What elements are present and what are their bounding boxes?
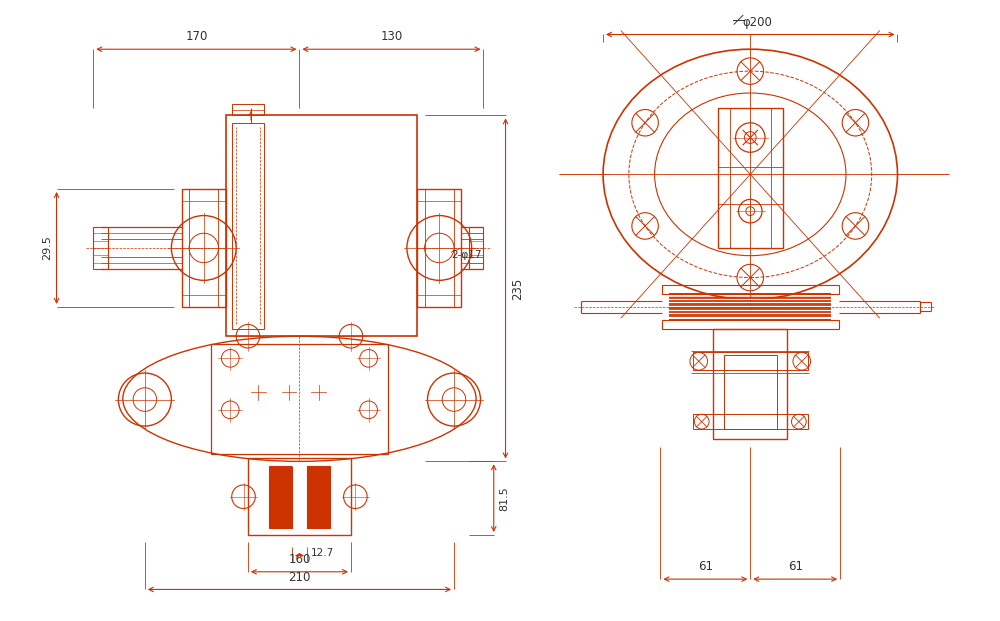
Bar: [93, 227, 108, 268]
Bar: [226, 116, 417, 336]
Text: φ200: φ200: [743, 16, 773, 29]
Bar: [669, 296, 831, 317]
Text: 170: 170: [185, 30, 208, 43]
Bar: [269, 466, 292, 528]
Text: 2-φ17: 2-φ17: [451, 250, 482, 260]
Bar: [292, 466, 307, 528]
Text: 160: 160: [288, 553, 311, 566]
Bar: [232, 123, 264, 329]
Text: 29.5: 29.5: [42, 235, 52, 260]
Bar: [248, 458, 351, 535]
Bar: [662, 285, 839, 294]
Bar: [713, 329, 787, 439]
Bar: [693, 414, 808, 429]
Bar: [693, 353, 808, 370]
Text: 235: 235: [511, 278, 524, 299]
Bar: [718, 108, 783, 248]
Bar: [182, 189, 226, 307]
Bar: [662, 320, 839, 329]
Text: 81.5: 81.5: [500, 486, 510, 510]
Text: 61: 61: [788, 560, 803, 573]
Text: 12.7: 12.7: [311, 548, 334, 558]
Text: 130: 130: [380, 30, 403, 43]
Bar: [417, 189, 461, 307]
Bar: [232, 104, 264, 116]
Text: 61: 61: [698, 560, 713, 573]
Bar: [307, 466, 330, 528]
Bar: [724, 355, 777, 429]
Bar: [211, 343, 388, 454]
Text: 210: 210: [288, 571, 311, 584]
Bar: [469, 227, 483, 268]
